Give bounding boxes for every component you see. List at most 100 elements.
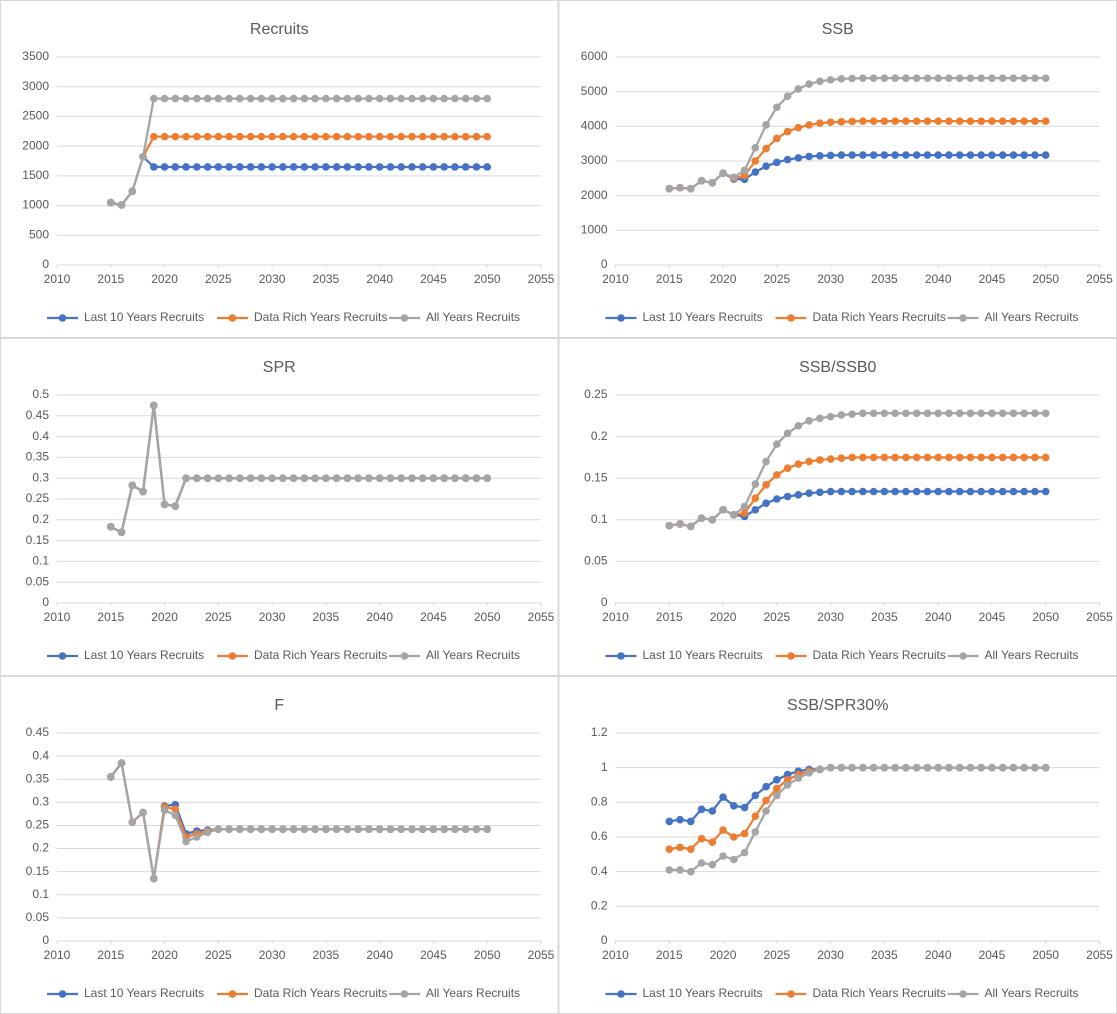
data-point	[923, 453, 932, 462]
data-point	[988, 74, 996, 82]
data-point	[934, 487, 942, 496]
data-point	[429, 163, 438, 171]
data-point	[902, 763, 910, 772]
x-tick-label: 2030	[817, 948, 844, 962]
data-point	[945, 453, 953, 462]
y-tick-label: 0.2	[591, 429, 608, 443]
data-point	[203, 828, 212, 837]
x-tick-label: 2020	[151, 272, 178, 286]
data-point	[934, 117, 942, 125]
data-point	[719, 793, 727, 801]
data-point	[160, 806, 169, 814]
y-tick-label: 0.05	[584, 554, 608, 568]
data-point	[859, 117, 867, 125]
x-tick-label: 2055	[1086, 610, 1113, 624]
data-point	[869, 409, 878, 418]
data-point	[193, 132, 201, 141]
data-point	[816, 119, 824, 128]
data-point	[128, 481, 137, 490]
data-point	[891, 453, 899, 462]
data-point	[365, 132, 373, 141]
legend-marker	[228, 990, 237, 998]
data-point	[805, 416, 813, 425]
data-point	[429, 474, 438, 483]
data-point	[236, 132, 244, 141]
data-point	[966, 117, 975, 125]
data-point	[246, 132, 255, 141]
data-point	[1031, 117, 1039, 125]
data-point	[483, 163, 492, 171]
y-tick-label: 2000	[581, 188, 608, 202]
y-tick-label: 0	[42, 595, 49, 609]
data-point	[225, 132, 233, 141]
data-point	[686, 184, 695, 193]
y-tick-label: 0.15	[26, 533, 50, 547]
data-point	[461, 163, 470, 171]
data-point	[150, 132, 158, 141]
data-point	[751, 480, 760, 488]
data-point	[472, 163, 481, 171]
data-point	[451, 94, 459, 103]
data-point	[246, 825, 255, 833]
data-point	[740, 848, 749, 857]
data-point	[859, 763, 867, 772]
data-point	[311, 132, 319, 141]
data-point	[429, 132, 438, 141]
data-point	[461, 94, 470, 103]
data-point	[483, 474, 492, 483]
data-point	[1009, 117, 1018, 125]
x-tick-label: 2030	[817, 610, 844, 624]
x-tick-label: 2020	[710, 610, 737, 624]
data-point	[139, 487, 147, 496]
data-point	[289, 825, 298, 833]
x-tick-label: 2045	[979, 610, 1006, 624]
data-point	[794, 154, 803, 162]
data-point	[193, 163, 201, 171]
data-point	[762, 782, 770, 791]
panel-border	[558, 0, 1117, 338]
data-point	[923, 409, 932, 418]
chart-panel: Recruits 0 500 1000 1500 2000 2500 3000 3500 2010…	[0, 0, 559, 338]
y-tick-label: 0.15	[26, 864, 50, 878]
data-point	[902, 453, 910, 462]
x-tick-label: 2040	[366, 610, 393, 624]
data-point	[365, 94, 373, 103]
data-point	[257, 474, 266, 483]
x-tick-label: 2010	[44, 948, 71, 962]
legend-marker	[58, 314, 67, 322]
data-point	[386, 474, 395, 483]
y-tick-label: 6000	[581, 49, 608, 63]
x-tick-label: 2025	[763, 272, 790, 286]
data-point	[773, 495, 781, 503]
data-point	[848, 453, 856, 462]
legend-marker	[617, 652, 625, 660]
data-point	[440, 474, 449, 483]
y-tick-label: 0	[42, 933, 49, 947]
data-point	[988, 487, 996, 496]
data-point	[472, 825, 481, 833]
data-point	[988, 453, 996, 462]
data-point	[966, 487, 975, 496]
legend-label: Data Rich Years Recruits	[813, 986, 946, 1000]
data-point	[182, 837, 190, 846]
data-point	[945, 74, 953, 82]
data-point	[816, 414, 824, 423]
chart-title: SSB	[822, 21, 854, 38]
data-point	[783, 92, 792, 100]
data-point	[182, 163, 190, 171]
data-point	[880, 453, 889, 462]
data-point	[139, 153, 147, 161]
data-point	[354, 132, 362, 141]
data-point	[912, 487, 921, 496]
x-tick-label: 2035	[313, 272, 340, 286]
data-point	[236, 474, 244, 483]
y-tick-label: 0.3	[32, 795, 49, 809]
legend-label: Data Rich Years Recruits	[254, 986, 387, 1000]
y-tick-label: 0.25	[26, 818, 50, 832]
x-tick-label: 2025	[763, 948, 790, 962]
legend-marker	[228, 652, 237, 660]
data-point	[386, 132, 395, 141]
data-point	[740, 509, 749, 517]
x-tick-label: 2035	[871, 272, 898, 286]
legend-marker	[617, 990, 625, 998]
